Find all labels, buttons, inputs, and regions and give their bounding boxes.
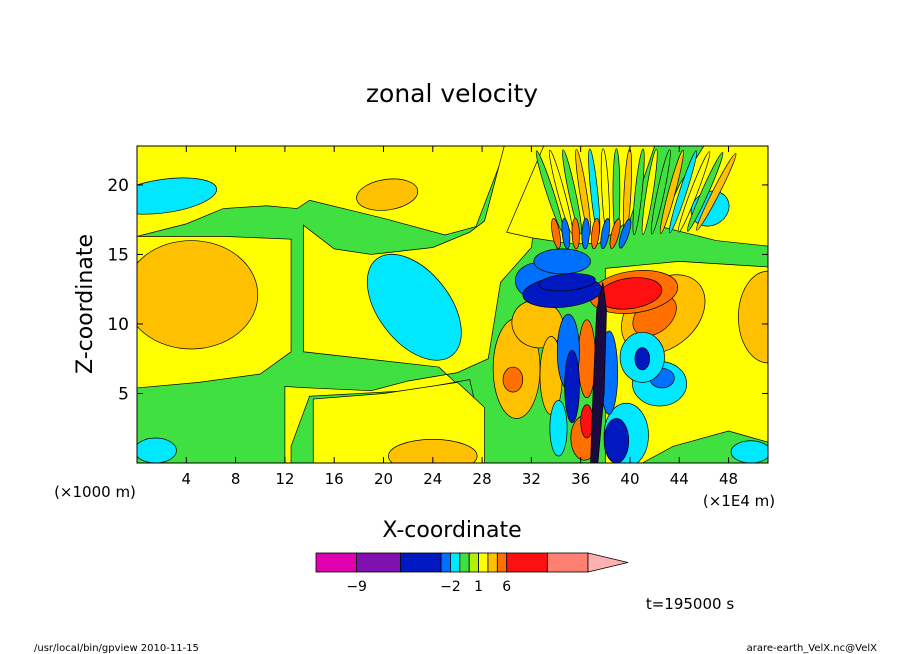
contour-region [551,218,561,250]
contour-region [668,150,698,234]
x-tick-label: 28 [473,470,492,488]
colorbar [315,552,629,573]
y-axis: 5 10 15 20 [107,176,768,404]
contour-region [388,439,478,463]
contour-region [677,151,711,233]
footer-left: /usr/local/bin/gpview 2010-11-15 [34,643,199,654]
contour-region [650,149,671,235]
contour-region [597,277,663,310]
contour-region [580,404,594,439]
contour-region [561,218,571,250]
contour-region [686,152,724,232]
colorbar-segment [356,552,401,573]
colorbar-segment [468,552,479,573]
colorbar-segment [400,552,442,573]
y-tick-label: 10 [107,315,129,335]
contour-region [591,218,600,250]
colorbar-segment [506,552,548,573]
colorbar-segment [459,552,470,573]
contour-region [634,347,651,371]
x-tick-label: 8 [231,470,241,488]
contour-region [659,149,684,234]
contour-region [609,218,621,249]
colorbar-segment [546,552,589,573]
contour-region [564,350,580,424]
contour-region [571,217,580,250]
x-tick-label: 48 [719,470,738,488]
x-tick-label: 44 [670,470,689,488]
plot-frame [136,145,769,464]
contour-region [603,418,630,463]
colorbar-segment [450,552,461,573]
contour-region [538,273,596,292]
x-tick-label: 32 [522,470,541,488]
x-tick-label: 40 [620,470,639,488]
velocity-field [137,146,768,463]
contour-region [533,248,591,275]
x-tick-label: 12 [275,470,294,488]
colorbar-labels: −9 −2 1 6 [346,579,511,595]
contour-region [575,148,592,235]
x-tick-label: 36 [571,470,590,488]
contour-region [632,148,645,236]
x-axis: 4 8 12 16 20 24 28 32 36 40 44 48 [182,146,738,488]
y-axis-label: Z-coordinate [73,234,98,374]
contour-region [738,270,768,364]
contour-region [581,217,590,250]
colorbar-label: −9 [346,579,367,595]
contour-region [137,240,259,350]
y-tick-label: 5 [118,384,129,404]
footer-right: arare-earth_VelX.nc@VelX [747,643,878,654]
contour-region [641,148,658,235]
y-tick-label: 15 [107,245,129,265]
y-tick-label: 20 [107,176,129,196]
contour-region [696,153,737,231]
colorbar-segment [487,552,498,573]
contour-region [137,146,508,237]
x-tick-label: 4 [182,470,192,488]
contour-region [549,400,568,457]
x-tick-label: 24 [423,470,442,488]
colorbar-segment [315,552,358,573]
contour-region [600,218,611,250]
contour-region [356,178,419,211]
contour-region [562,149,582,235]
x-axis-label: X-coordinate [382,518,521,543]
colorbar-label: 6 [502,579,511,595]
colorbar-label: 1 [474,579,483,595]
colorbar-extend-arrow [587,552,629,573]
colorbar-label: −2 [440,579,461,595]
contour-region [366,253,462,361]
x-unit-right: (×1E4 m) [703,492,775,510]
contour-region [577,319,596,399]
contour-region [137,177,217,215]
time-annotation: t=195000 s [646,595,734,613]
contour-region [618,218,632,249]
colorbar-segment [496,552,508,573]
x-tick-label: 16 [325,470,344,488]
contour-region [502,366,524,393]
plot-area [136,145,769,464]
chart-title: zonal velocity [366,79,538,108]
colorbar-segment [478,552,489,573]
contour-region [137,437,177,463]
contour-region [730,440,768,463]
colorbar-segment [440,552,451,573]
x-tick-label: 20 [374,470,393,488]
x-unit-left: (×1000 m) [54,483,136,501]
contour-region [590,282,607,463]
